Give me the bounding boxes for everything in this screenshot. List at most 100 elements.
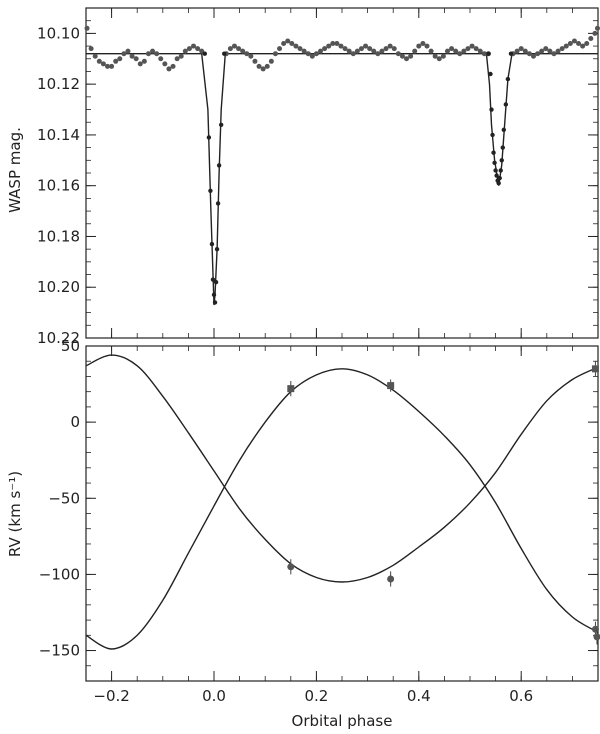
lightcurve-data-point: [473, 46, 479, 52]
lightcurve-eclipse-point: [492, 160, 497, 166]
lightcurve-data-point: [518, 46, 524, 52]
lightcurve-data-point: [428, 48, 434, 54]
rv-x-axis-title: Orbital phase: [292, 712, 393, 730]
lightcurve-data-point: [522, 48, 528, 54]
lightcurve-data-point: [305, 51, 311, 57]
lightcurve-data-point: [535, 51, 541, 57]
lightcurve-data-point: [96, 58, 102, 64]
rv-ticks: [85, 345, 599, 682]
lightcurve-eclipse-point: [212, 300, 218, 305]
lightcurve-eclipse-point: [491, 150, 496, 155]
lightcurve-y-tick-label: 10.20: [37, 278, 80, 296]
lightcurve-panel: 10.10 10.12 10.14 10.16 10.18 10.20 10.22 WASP…: [6, 7, 600, 347]
rv-y-tick-labels: 50 0 −50 −100 −150: [39, 337, 80, 660]
lightcurve-data-point: [117, 56, 123, 62]
lightcurve-data-point: [231, 43, 237, 49]
lightcurve-data-point: [371, 48, 377, 54]
rv-secondary-point: [593, 633, 600, 641]
lightcurve-data-point: [334, 41, 340, 47]
lightcurve-y-tick-label: 10.18: [37, 227, 80, 245]
lightcurve-data-point: [543, 46, 549, 52]
lightcurve-data-point: [109, 63, 115, 69]
lightcurve-data-point: [440, 53, 446, 59]
lightcurve-data-point: [178, 53, 184, 59]
lightcurve-data-point: [244, 51, 250, 57]
lightcurve-eclipse-point: [208, 188, 213, 193]
lightcurve-eclipse-point: [496, 180, 501, 186]
lightcurve-data-point: [432, 53, 438, 59]
lightcurve-ticks: [85, 7, 599, 339]
lightcurve-data-point: [477, 48, 483, 54]
rv-secondary-point: [287, 563, 295, 571]
lightcurve-data-point: [170, 63, 176, 69]
lightcurve-data-point: [375, 51, 381, 57]
rv-y-axis-title: RV (km s⁻¹): [6, 471, 24, 557]
lightcurve-eclipse-point: [489, 107, 494, 112]
lightcurve-data-point: [191, 43, 197, 49]
lightcurve-data-point: [105, 63, 111, 69]
lightcurve-eclipse-point: [216, 163, 222, 168]
rv-y-tick-label: −50: [48, 489, 80, 507]
lightcurve-data-point: [158, 56, 164, 62]
lightcurve-data-point: [154, 51, 160, 57]
lightcurve-data-point: [309, 53, 315, 59]
lightcurve-data-point: [588, 35, 594, 41]
lightcurve-data-point: [379, 48, 385, 54]
lightcurve-data-point: [367, 46, 373, 52]
lightcurve-eclipse-point: [498, 168, 503, 173]
lightcurve-eclipse-point: [500, 145, 505, 150]
lightcurve-eclipse-point: [508, 51, 514, 56]
rv-primary-point: [287, 385, 295, 393]
lightcurve-data-point: [125, 48, 131, 54]
lightcurve-data-point: [584, 41, 590, 47]
lightcurve-data-point: [92, 53, 98, 59]
lightcurve-eclipse-point: [211, 292, 217, 298]
lightcurve-data-point: [84, 25, 90, 31]
lightcurve-points: [84, 25, 600, 305]
lightcurve-data-point: [289, 41, 295, 47]
lightcurve-data-point: [326, 43, 332, 49]
lightcurve-data-point: [530, 53, 536, 59]
lightcurve-data-point: [424, 43, 430, 49]
lightcurve-data-point: [301, 48, 307, 54]
lightcurve-data-point: [363, 43, 369, 49]
lightcurve-data-point: [563, 43, 569, 49]
lightcurve-data-point: [121, 51, 127, 57]
rv-secondary-point: [591, 625, 599, 633]
rv-primary-point: [387, 382, 395, 390]
lightcurve-data-point: [436, 56, 442, 62]
lightcurve-data-point: [129, 53, 135, 59]
lightcurve-data-point: [594, 25, 600, 31]
lightcurve-data-point: [404, 56, 410, 62]
rv-y-tick-label: −150: [39, 642, 80, 660]
lightcurve-data-point: [162, 61, 168, 67]
lightcurve-data-point: [514, 48, 520, 54]
rv-x-tick-label: 0.6: [509, 687, 533, 705]
lightcurve-data-point: [240, 48, 246, 54]
lightcurve-data-point: [342, 46, 348, 52]
lightcurve-data-point: [346, 48, 352, 54]
lightcurve-eclipse-point: [210, 277, 216, 282]
lightcurve-data-point: [317, 48, 323, 54]
lightcurve-y-tick-label: 10.14: [37, 126, 80, 144]
lightcurve-data-point: [268, 58, 274, 64]
rv-x-tick-label: 0.0: [202, 687, 226, 705]
lightcurve-data-point: [539, 48, 545, 54]
lightcurve-data-point: [186, 46, 192, 52]
lightcurve-data-point: [457, 51, 463, 57]
lightcurve-data-point: [252, 58, 258, 64]
lightcurve-y-axis-title: WASP mag.: [6, 127, 24, 213]
lightcurve-eclipse-point: [490, 132, 495, 138]
rv-x-tick-label: 0.4: [407, 687, 431, 705]
lightcurve-eclipse-point: [499, 158, 504, 163]
lightcurve-data-point: [322, 46, 328, 52]
lightcurve-data-point: [465, 46, 471, 52]
lightcurve-data-point: [358, 46, 364, 52]
lightcurve-data-point: [416, 43, 422, 49]
lightcurve-data-point: [100, 61, 106, 67]
lightcurve-eclipse-point: [209, 241, 215, 247]
lightcurve-data-point: [391, 46, 397, 52]
lightcurve-eclipse-point: [206, 135, 212, 140]
lightcurve-eclipse-point: [215, 201, 221, 206]
